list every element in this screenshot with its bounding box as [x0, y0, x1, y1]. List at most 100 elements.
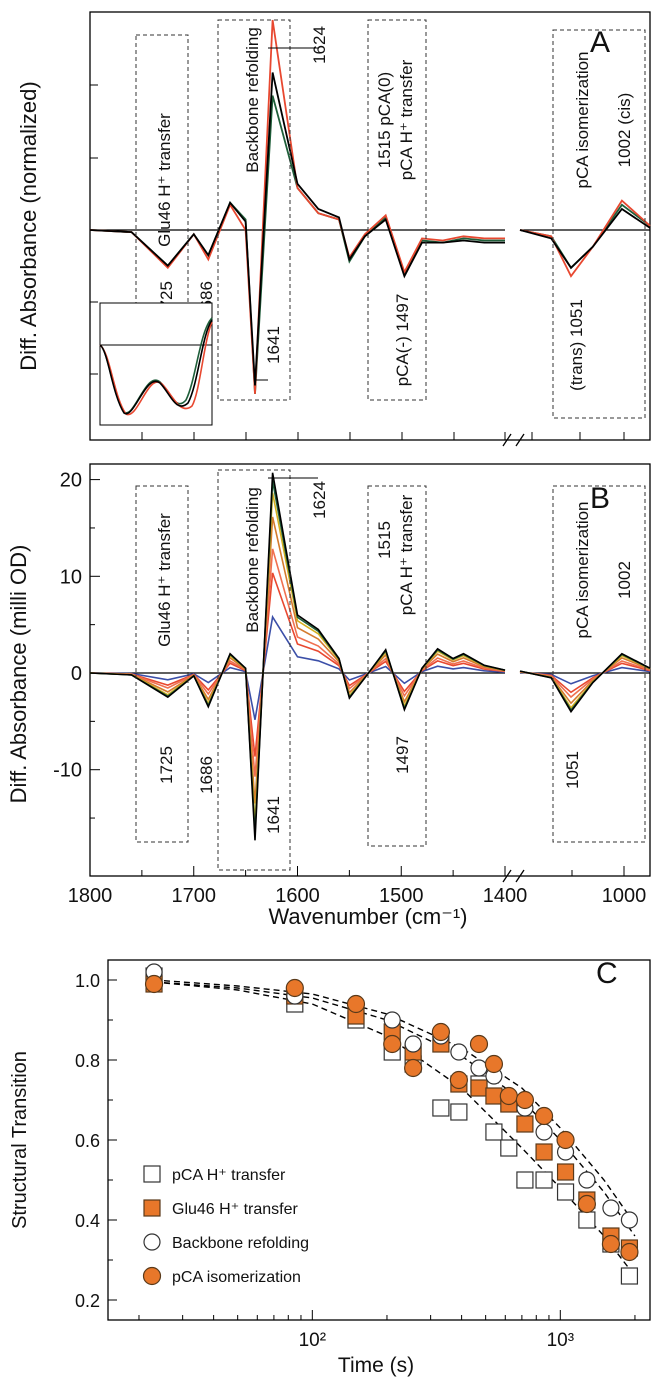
data-point-2 — [578, 1171, 596, 1189]
x-tick-label-b: 1500 — [379, 885, 424, 907]
data-point-1 — [535, 1143, 553, 1161]
data-point-3 — [449, 1070, 468, 1090]
data-point-2 — [404, 1035, 422, 1053]
label-1515-b: 1515 — [375, 521, 394, 559]
x-tick-label-c: 10³ — [547, 1330, 574, 1351]
data-point-3 — [515, 1090, 535, 1110]
data-point-0 — [556, 1183, 575, 1201]
label-pca-h-a: pCA H⁺ transfer — [397, 59, 416, 180]
spectrum-line-a-2 — [89, 72, 505, 386]
data-point-2 — [620, 1211, 639, 1229]
annotation-box-b-0 — [135, 485, 189, 843]
panel-c-ylabel: Structural Transition — [9, 1051, 31, 1229]
data-point-3 — [383, 1034, 402, 1054]
x-tick-label-b: 1400 — [483, 885, 528, 907]
annotation-box-b-1 — [217, 469, 291, 871]
data-point-2 — [602, 1199, 620, 1217]
y-tick-label-b: 20 — [60, 470, 82, 492]
data-point-3 — [534, 1106, 554, 1126]
axis-break-mark — [515, 433, 525, 447]
spectrum-line-b-3 — [519, 656, 651, 705]
label-1624-b: 1624 — [310, 481, 329, 519]
spectrum-line-a-2 — [519, 207, 651, 270]
panel-a-ylabel: Diff. Absorbance (normalized) — [16, 81, 41, 370]
spectrum-line-b-2 — [89, 548, 506, 777]
data-point-0 — [500, 1139, 518, 1157]
data-point-3 — [346, 994, 366, 1014]
panel-b-xlabel: Wavenumber (cm⁻¹) — [268, 904, 467, 929]
panel-a-frame — [89, 11, 651, 441]
spectrum-line-b-3 — [89, 516, 506, 804]
y-tick-label-c: 0.4 — [75, 1211, 100, 1231]
label-1051-b: 1051 — [563, 751, 582, 789]
data-point-2 — [470, 1059, 488, 1077]
data-point-3 — [499, 1086, 518, 1106]
fit-curve-2 — [153, 979, 636, 1225]
axis-break-mark-b — [515, 869, 525, 883]
spectrum-line-a-1 — [519, 199, 651, 278]
label-1051-a: (trans) 1051 — [567, 299, 586, 391]
data-point-0 — [620, 1267, 639, 1285]
data-point-1 — [485, 1087, 503, 1105]
label-pca-h-b: pCA H⁺ transfer — [397, 494, 416, 615]
label-1002-b: 1002 — [615, 561, 634, 599]
label-1497-a: pCA(-) 1497 — [393, 294, 412, 387]
legend-label-1: Glu46 H⁺ transfer — [172, 1201, 299, 1218]
panel-c: 0.2 0.4 0.6 0.8 1.0 10² 10³ pCA H⁺ transfer Glu4… — [75, 959, 651, 1351]
y-tick-label-c: 1.0 — [75, 971, 100, 991]
annotation-box-a-1 — [217, 19, 291, 401]
x-tick-label-b: 1600 — [275, 885, 320, 907]
data-point-3 — [556, 1130, 575, 1150]
label-1624-a: 1624 — [310, 26, 329, 64]
label-1641-b: 1641 — [264, 796, 283, 834]
data-point-0 — [516, 1171, 534, 1189]
data-point-1 — [516, 1115, 534, 1133]
annotation-box-b-3 — [552, 485, 646, 843]
label-1686-b: 1686 — [197, 756, 216, 794]
spectrum-line-b-4 — [89, 492, 506, 824]
label-1641-a: 1641 — [264, 326, 283, 364]
data-point-1 — [556, 1163, 575, 1181]
y-tick-label-b: 10 — [60, 566, 82, 588]
panel-c-label: C — [596, 957, 618, 990]
x-tick-label-b: 1800 — [68, 885, 113, 907]
x-tick-label-b: 1700 — [172, 885, 217, 907]
legend: pCA H⁺ transfer Glu46 H⁺ transfer Backbone… — [142, 1165, 309, 1286]
y-tick-label-c: 0.6 — [75, 1131, 100, 1151]
label-backbone-a: Backbone refolding — [243, 27, 262, 173]
label-backbone-b: Backbone refolding — [243, 487, 262, 633]
annotation-box-a-2 — [367, 19, 427, 401]
data-point-3 — [144, 974, 164, 994]
legend-label-0: pCA H⁺ transfer — [172, 1167, 286, 1184]
inset-frame — [99, 302, 213, 426]
data-point-0 — [432, 1099, 450, 1117]
data-point-0 — [535, 1171, 553, 1189]
y-tick-label-c: 0.2 — [75, 1291, 100, 1311]
data-point-3 — [431, 1022, 450, 1042]
inset — [99, 302, 213, 426]
data-point-0 — [450, 1103, 468, 1121]
data-point-2 — [535, 1123, 553, 1141]
annotation-box-b-2 — [367, 485, 427, 847]
label-1725-b: 1725 — [157, 746, 176, 784]
spectrum-line-b-0 — [89, 614, 506, 720]
spectrum-line-b-1 — [89, 572, 506, 757]
panel-a-label: A — [590, 26, 610, 59]
legend-marker-1 — [143, 1199, 161, 1217]
data-point-3 — [601, 1234, 621, 1254]
legend-marker-0 — [143, 1165, 161, 1183]
data-point-0 — [485, 1123, 503, 1141]
label-glu46-b: Glu46 H⁺ transfer — [155, 513, 174, 647]
data-point-1 — [470, 1079, 488, 1097]
panel-b-ylabel: Diff. Absorbance (milli OD) — [6, 545, 31, 804]
data-point-3 — [404, 1058, 423, 1078]
annotation-box-a-3 — [552, 29, 646, 419]
label-1002-a: 1002 (cis) — [615, 93, 634, 168]
label-1497-b: 1497 — [393, 736, 412, 774]
y-tick-label-b: 0 — [71, 663, 82, 685]
legend-marker-2 — [143, 1233, 161, 1251]
panel-c-xlabel: Time (s) — [338, 1354, 414, 1377]
inset-curve-2 — [99, 319, 213, 415]
label-1515-a: 1515 pCA(0) — [375, 72, 394, 168]
